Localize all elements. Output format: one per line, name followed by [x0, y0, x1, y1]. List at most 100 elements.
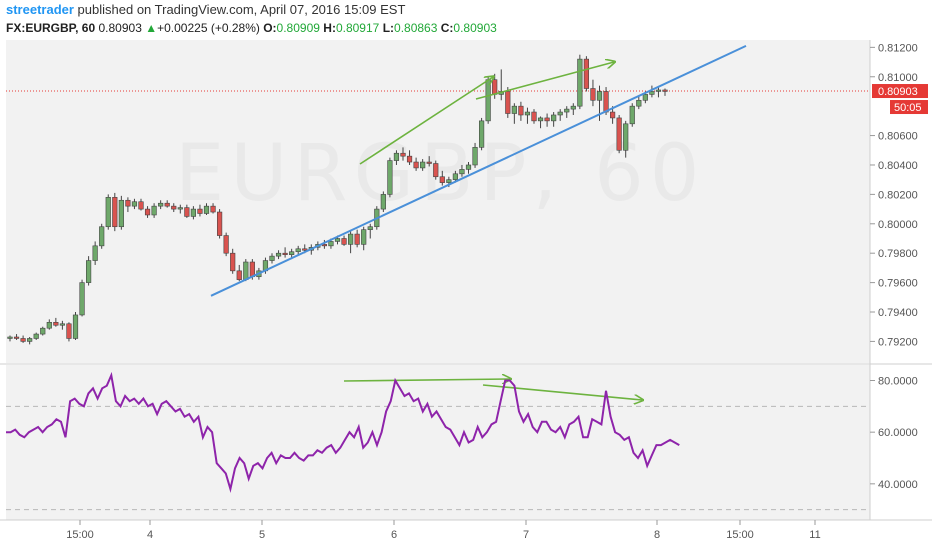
rsi-axis[interactable]: 80.0000 60.0000 40.0000 — [870, 376, 918, 491]
rsi-pane[interactable] — [6, 365, 870, 520]
candle[interactable] — [341, 235, 347, 246]
candle[interactable] — [413, 157, 419, 171]
arrow-annotation-1[interactable] — [359, 77, 493, 165]
candle[interactable] — [184, 204, 190, 218]
candle[interactable] — [217, 209, 223, 239]
candle[interactable] — [393, 150, 400, 165]
candle[interactable] — [282, 247, 288, 258]
candle[interactable] — [295, 245, 301, 255]
candle[interactable] — [465, 162, 472, 174]
candle[interactable] — [629, 103, 635, 127]
candle[interactable] — [164, 200, 170, 208]
candle-body — [92, 245, 98, 261]
candle[interactable] — [433, 160, 439, 180]
candle[interactable] — [158, 200, 164, 210]
candle[interactable] — [321, 239, 328, 249]
candle[interactable] — [557, 109, 563, 121]
candle[interactable] — [367, 223, 373, 239]
candle[interactable] — [40, 326, 46, 336]
candle[interactable] — [406, 150, 413, 165]
rsi-line[interactable] — [6, 371, 680, 493]
candle[interactable] — [92, 241, 98, 265]
candle[interactable] — [112, 192, 118, 232]
candle[interactable] — [531, 109, 537, 124]
candle[interactable] — [420, 159, 426, 171]
candle[interactable] — [79, 279, 85, 317]
author-link[interactable]: streetrader — [6, 2, 74, 17]
candle[interactable] — [275, 250, 282, 260]
candle[interactable] — [20, 335, 26, 343]
candle[interactable] — [380, 191, 386, 213]
candle[interactable] — [59, 320, 65, 330]
candle[interactable] — [616, 114, 622, 154]
candle[interactable] — [210, 203, 216, 214]
candlestick-series[interactable] — [7, 54, 668, 345]
candle[interactable] — [197, 204, 203, 217]
candle[interactable] — [400, 147, 406, 161]
candle-body — [531, 111, 537, 122]
candle[interactable] — [125, 197, 131, 213]
candle[interactable] — [46, 319, 52, 330]
candle[interactable] — [649, 85, 655, 98]
candle[interactable] — [151, 203, 157, 218]
candle[interactable] — [236, 264, 242, 282]
candle[interactable] — [623, 120, 629, 158]
candle[interactable] — [86, 256, 92, 286]
candle[interactable] — [354, 229, 360, 248]
arrow-annotation-3[interactable] — [343, 379, 510, 381]
candle[interactable] — [564, 106, 570, 118]
candle[interactable] — [544, 113, 550, 127]
candle[interactable] — [524, 107, 531, 124]
arrow-annotation-4[interactable] — [482, 384, 642, 400]
candle[interactable] — [505, 87, 511, 118]
candle[interactable] — [118, 195, 124, 230]
candle[interactable] — [551, 112, 557, 127]
candle[interactable] — [426, 156, 432, 167]
candle[interactable] — [223, 232, 229, 257]
published-text: published on TradingView.com, April 07, … — [73, 2, 406, 17]
candle[interactable] — [570, 103, 576, 115]
candle[interactable] — [347, 231, 354, 254]
candle[interactable] — [478, 117, 485, 151]
candle[interactable] — [577, 54, 583, 110]
candle[interactable] — [171, 203, 177, 213]
ascending-trendline[interactable] — [210, 44, 747, 297]
candle[interactable] — [99, 223, 105, 249]
price-axis[interactable]: 0.81200 0.81000 0.80600 0.80400 0.80200 0.800… — [870, 42, 918, 348]
candle[interactable] — [203, 203, 210, 215]
time-axis[interactable]: 15:00 4 5 6 7 8 15:00 11 — [66, 520, 821, 541]
candle[interactable] — [13, 334, 20, 340]
candle[interactable] — [27, 337, 33, 345]
candle[interactable] — [230, 248, 236, 274]
candle[interactable] — [511, 103, 517, 124]
candle[interactable] — [518, 101, 524, 121]
arrow-annotation-2[interactable] — [475, 62, 614, 100]
candle[interactable] — [33, 332, 39, 340]
candle[interactable] — [53, 317, 59, 327]
candle[interactable] — [361, 226, 367, 251]
candle[interactable] — [144, 206, 151, 218]
candle[interactable] — [459, 164, 465, 177]
candle[interactable] — [662, 88, 668, 96]
candle[interactable] — [387, 157, 393, 198]
candle[interactable] — [537, 116, 544, 129]
candle[interactable] — [190, 206, 197, 220]
candle[interactable] — [72, 312, 79, 340]
candle[interactable] — [439, 170, 445, 186]
candle[interactable] — [177, 204, 183, 214]
candle[interactable] — [138, 198, 144, 211]
annotation-arrows[interactable] — [343, 62, 642, 400]
candle[interactable] — [105, 194, 111, 230]
candle[interactable] — [636, 95, 642, 110]
candle[interactable] — [590, 79, 596, 107]
candle[interactable] — [7, 335, 13, 342]
candle[interactable] — [131, 198, 138, 210]
candle[interactable] — [269, 253, 275, 264]
candle[interactable] — [485, 76, 491, 124]
price-pane[interactable] — [6, 40, 870, 363]
candle[interactable] — [583, 56, 589, 92]
candle[interactable] — [472, 142, 478, 168]
candle[interactable] — [655, 87, 662, 98]
candle[interactable] — [66, 322, 72, 342]
